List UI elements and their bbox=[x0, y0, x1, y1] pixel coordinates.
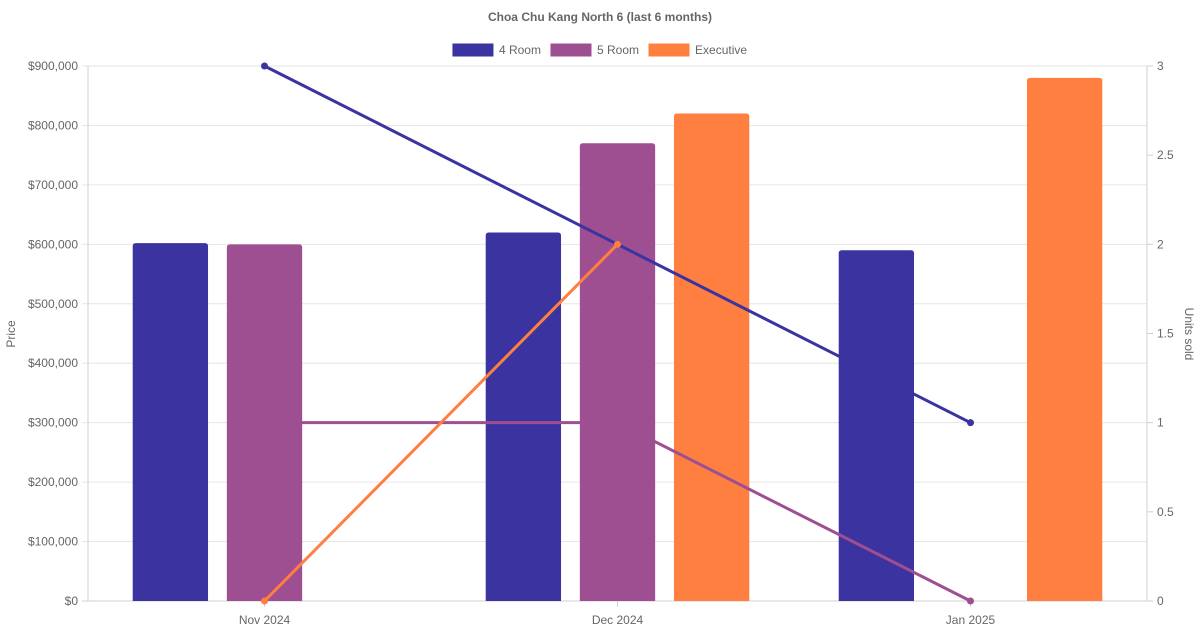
y2-tick-label: 0 bbox=[1157, 594, 1164, 608]
y-tick-label: $600,000 bbox=[28, 237, 78, 251]
y-axis-ticks: $0 $100,000 $200,000 $300,000 $400,000 $500,0… bbox=[28, 59, 78, 608]
y2-axis-label: Units sold bbox=[1182, 308, 1196, 361]
point-executive[interactable] bbox=[614, 240, 621, 248]
legend-label[interactable]: Executive bbox=[695, 43, 747, 57]
bars bbox=[132, 77, 1103, 602]
lines bbox=[261, 62, 974, 605]
y-tick-label: $100,000 bbox=[28, 535, 78, 549]
bar-5-room[interactable] bbox=[579, 143, 656, 601]
y2-tick-label: 3 bbox=[1157, 59, 1164, 73]
point-5-room[interactable] bbox=[261, 419, 268, 427]
legend-swatch[interactable] bbox=[550, 43, 592, 57]
line-executive bbox=[263, 243, 619, 603]
y2-tick-label: 1 bbox=[1157, 416, 1164, 430]
y-tick-label: $0 bbox=[65, 594, 79, 608]
bar-4-room[interactable] bbox=[838, 250, 915, 601]
y-tick-label: $900,000 bbox=[28, 59, 78, 73]
y-axis-label: Price bbox=[4, 320, 18, 348]
x-axis-ticks: Nov 2024 Dec 2024 Jan 2025 bbox=[239, 601, 996, 627]
point-4-room[interactable] bbox=[261, 62, 268, 70]
legend-label[interactable]: 5 Room bbox=[597, 43, 639, 57]
y-tick-label: $300,000 bbox=[28, 416, 78, 430]
y-tick-label: $200,000 bbox=[28, 475, 78, 489]
bar-4-room[interactable] bbox=[485, 232, 562, 601]
x-tick-label: Nov 2024 bbox=[239, 613, 291, 627]
y2-tick-label: 0.5 bbox=[1157, 505, 1174, 519]
y2-tick-label: 2.5 bbox=[1157, 148, 1174, 162]
y-tick-label: $700,000 bbox=[28, 178, 78, 192]
point-4-room[interactable] bbox=[967, 419, 974, 427]
chart-title: Choa Chu Kang North 6 (last 6 months) bbox=[488, 10, 712, 24]
legend-label[interactable]: 4 Room bbox=[499, 43, 541, 57]
legend-swatch[interactable] bbox=[648, 43, 690, 57]
point-executive[interactable] bbox=[261, 597, 268, 605]
bar-executive[interactable] bbox=[673, 113, 750, 602]
legend: 4 Room 5 Room Executive bbox=[452, 43, 747, 57]
y-tick-label: $500,000 bbox=[28, 297, 78, 311]
y2-axis-ticks: 0 0.5 1 1.5 2 2.5 3 bbox=[1147, 59, 1174, 608]
y2-tick-label: 2 bbox=[1157, 237, 1164, 251]
y-tick-label: $400,000 bbox=[28, 356, 78, 370]
legend-swatch[interactable] bbox=[452, 43, 494, 57]
bar-4-room[interactable] bbox=[132, 243, 209, 601]
bar-executive[interactable] bbox=[1026, 77, 1103, 601]
point-5-room[interactable] bbox=[967, 597, 974, 605]
point-5-room[interactable] bbox=[614, 419, 621, 427]
y2-tick-label: 1.5 bbox=[1157, 327, 1174, 341]
x-tick-label: Dec 2024 bbox=[592, 613, 644, 627]
x-tick-label: Jan 2025 bbox=[946, 613, 996, 627]
y-tick-label: $800,000 bbox=[28, 118, 78, 132]
